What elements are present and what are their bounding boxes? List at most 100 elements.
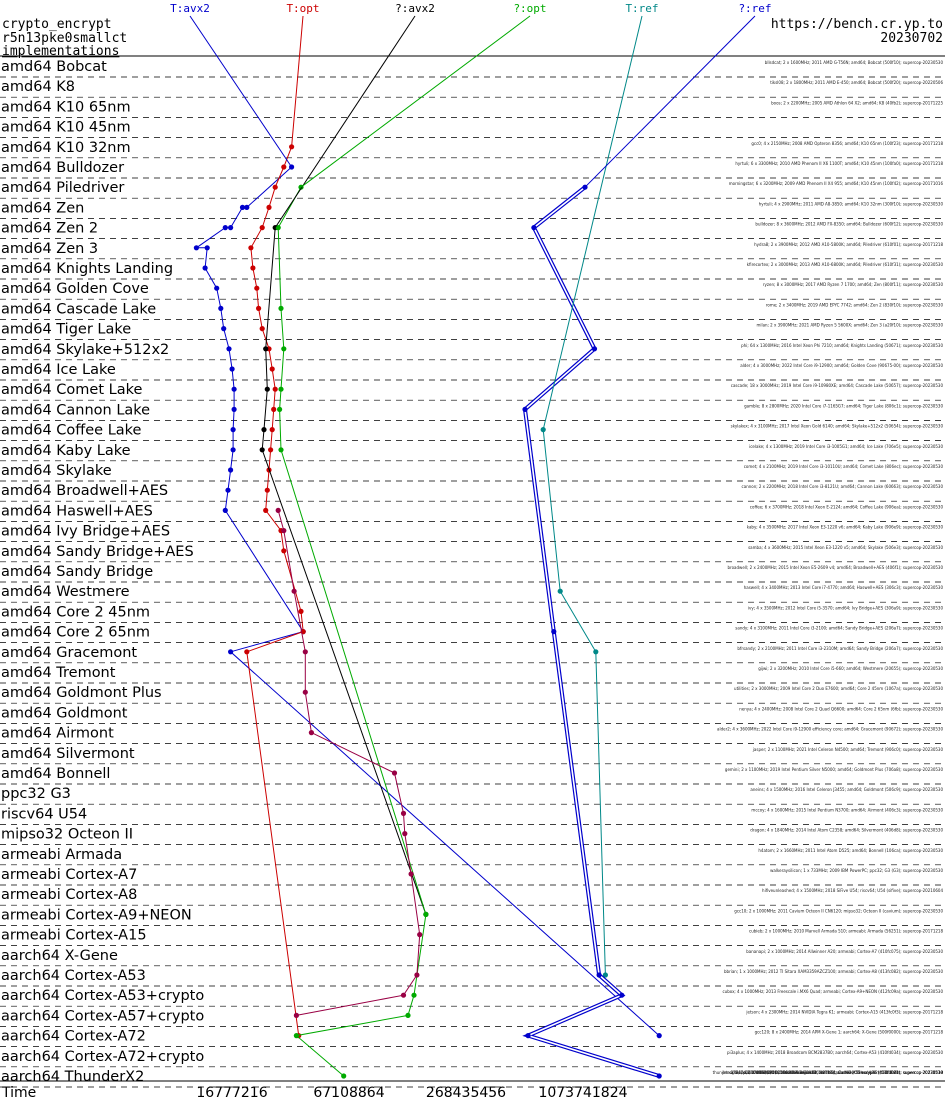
data-point xyxy=(391,770,398,776)
row-note: icelake; 4 x 1300MHz; 2019 Intel Core i3… xyxy=(749,444,943,449)
data-point xyxy=(222,225,228,231)
data-point xyxy=(402,831,408,837)
row-label: amd64 Broadwell+AES xyxy=(1,483,168,499)
data-point xyxy=(228,225,234,231)
data-point xyxy=(341,1073,347,1079)
row-label: aarch64 Cortex-A72 xyxy=(1,1029,146,1045)
row-label: amd64 Skylake+512x2 xyxy=(1,342,169,358)
row-note: ryzen; 8 x 3000MHz; 2017 AMD Ryzen 7 170… xyxy=(763,282,944,287)
row-label: amd64 K10 45nm xyxy=(1,120,131,136)
row-note: pi3aplus; 4 x 1400MHz; 2018 Broadcom BCM… xyxy=(727,1050,944,1055)
row-note: jetson; 4 x 2300MHz; 2014 NVIDIA Tegra K… xyxy=(745,1009,943,1014)
data-point xyxy=(268,447,274,453)
row-note: cubox; 4 x 1000MHz; 2013 Freescale i.MX6… xyxy=(722,989,943,994)
data-point xyxy=(275,507,281,513)
data-point xyxy=(277,406,283,412)
data-point xyxy=(281,164,287,170)
legend: T:avx2 T:opt ?:avx2 ?:opt T:ref ?:ref xyxy=(170,2,772,430)
row-note: walkeraysilicon; 1 x 733MHz; 2009 IBM Po… xyxy=(770,868,943,873)
row-label: amd64 Skylake xyxy=(1,463,112,479)
data-point xyxy=(231,386,237,392)
legend-label: T:avx2 xyxy=(170,2,210,15)
row-label: armeabi Cortex-A15 xyxy=(1,928,147,944)
data-point xyxy=(259,225,265,231)
data-point xyxy=(226,346,232,352)
data-point xyxy=(250,265,256,271)
data-point xyxy=(414,972,420,978)
row-label: amd64 Sandy Bridge+AES xyxy=(1,544,194,560)
row-label: amd64 Zen 3 xyxy=(1,241,98,257)
row-label: aarch64 X-Gene xyxy=(1,948,118,964)
title-line-1: crypto_encrypt xyxy=(2,17,112,32)
row-grid xyxy=(0,55,945,1088)
data-point xyxy=(248,245,254,251)
row-note: ivy; 4 x 3500MHz; 2012 Intel Core i5-357… xyxy=(748,605,944,610)
data-point xyxy=(596,972,602,978)
data-point xyxy=(302,649,308,655)
chart-header: crypto_encrypt r5n13pke0smallct implemen… xyxy=(2,17,943,59)
legend-leader xyxy=(542,15,643,430)
title-line-3: implementations xyxy=(2,44,119,59)
data-point xyxy=(656,1033,662,1039)
data-point xyxy=(275,225,281,231)
legend-leader xyxy=(189,15,293,168)
data-point xyxy=(193,245,199,251)
data-point xyxy=(557,588,563,594)
row-note: milan; 2 x 3900MHz; 2021 AMD Ryzen 5 560… xyxy=(756,323,943,328)
data-point xyxy=(218,305,224,311)
site-url[interactable]: https://bench.cr.yp.to xyxy=(771,17,943,32)
data-point xyxy=(266,204,272,210)
legend-leader xyxy=(300,15,531,188)
row-note: hydra8; 2 x 3900MHz; 2012 AMD A10-5800K;… xyxy=(754,242,943,247)
x-tick-label: 67108864 xyxy=(313,1085,384,1101)
row-note: thunderx2; 64 x 2500MHz; 2018 Cavium Thu… xyxy=(713,1070,944,1075)
row-label: amd64 Bonnell xyxy=(1,766,110,782)
data-point xyxy=(230,427,236,433)
data-point xyxy=(239,204,246,210)
data-point xyxy=(281,346,287,352)
row-label: amd64 Tremont xyxy=(1,665,116,681)
row-note: gcc0; 4 x 2150MHz; 2008 AMD Opteron 8356… xyxy=(751,141,943,146)
row-note: mccoy; 4 x 1600MHz; 2015 Intel Pentium N… xyxy=(751,807,943,812)
row-note: kfirecortex; 2 x 3000MHz; 2013 AMD A10-6… xyxy=(747,262,944,267)
row-note: utilities; 2 x 3000MHz; 2009 Intel Core … xyxy=(734,686,943,691)
legend-leader xyxy=(274,15,416,228)
legend-leader xyxy=(584,15,756,188)
data-point xyxy=(269,366,275,372)
row-note: gcc120; 8 x 2400MHz; 2014 APM X-Gene 1; … xyxy=(755,1030,944,1035)
row-label: amd64 Cascade Lake xyxy=(1,301,156,317)
data-point xyxy=(214,285,220,291)
row-note: gemini; 2 x 1100MHz; 2019 Intel Pentium … xyxy=(725,767,944,772)
row-note: phi; 64 x 1300MHz; 2016 Intel Xeon Phi 7… xyxy=(741,343,943,348)
data-point xyxy=(308,730,314,736)
row-note: kaby; 4 x 3500MHz; 2017 Intel Xeon E3-12… xyxy=(747,525,944,530)
data-point xyxy=(281,528,287,534)
row-label: amd64 Bulldozer xyxy=(1,160,124,176)
data-point xyxy=(417,932,423,938)
row-label: armeabi Armada xyxy=(1,847,122,863)
row-note: gamble; 8 x 2800MHz; 2020 Intel Core i7-… xyxy=(744,403,943,408)
data-point xyxy=(423,911,429,918)
data-point xyxy=(602,972,609,978)
row-label: aarch64 Cortex-A57+crypto xyxy=(1,1008,204,1024)
row-note: jetsontx1; 4 x 1734MHz; 2015 NVIDIA Tegr… xyxy=(721,1070,943,1075)
row-note: bbrian; 1 x 1000MHz; 2012 TI Sitara XAM3… xyxy=(724,969,943,974)
legend-label: ?:ref xyxy=(738,2,771,15)
row-note: alder2; 4 x 3600MHz; 2022 Intel Core i9-… xyxy=(717,727,943,732)
series-line-inner xyxy=(524,186,660,1077)
data-point xyxy=(551,629,557,635)
legend-label: T:ref xyxy=(625,2,658,15)
row-note: cannon; 2 x 2200MHz; 2018 Intel Core i3-… xyxy=(742,484,944,489)
row-label: amd64 Core 2 65nm xyxy=(1,625,150,641)
data-point xyxy=(291,588,297,594)
row-label: amd64 Golden Cove xyxy=(1,281,149,297)
data-point xyxy=(228,649,234,655)
row-note: a72; 2 x 2100MHz; 2018 Mediatek MT8173; … xyxy=(730,1070,943,1075)
row-note: cascade; 18 x 3000MHz; 2019 Intel Core i… xyxy=(731,383,944,388)
row-label: amd64 Cannon Lake xyxy=(1,402,150,418)
data-point xyxy=(254,285,260,291)
title-line-2: r5n13pke0smallct xyxy=(2,31,127,46)
row-label: amd64 Ivy Bridge+AES xyxy=(1,524,170,540)
row-note: morningstar; 6 x 3200MHz; 2009 AMD Pheno… xyxy=(729,181,944,186)
